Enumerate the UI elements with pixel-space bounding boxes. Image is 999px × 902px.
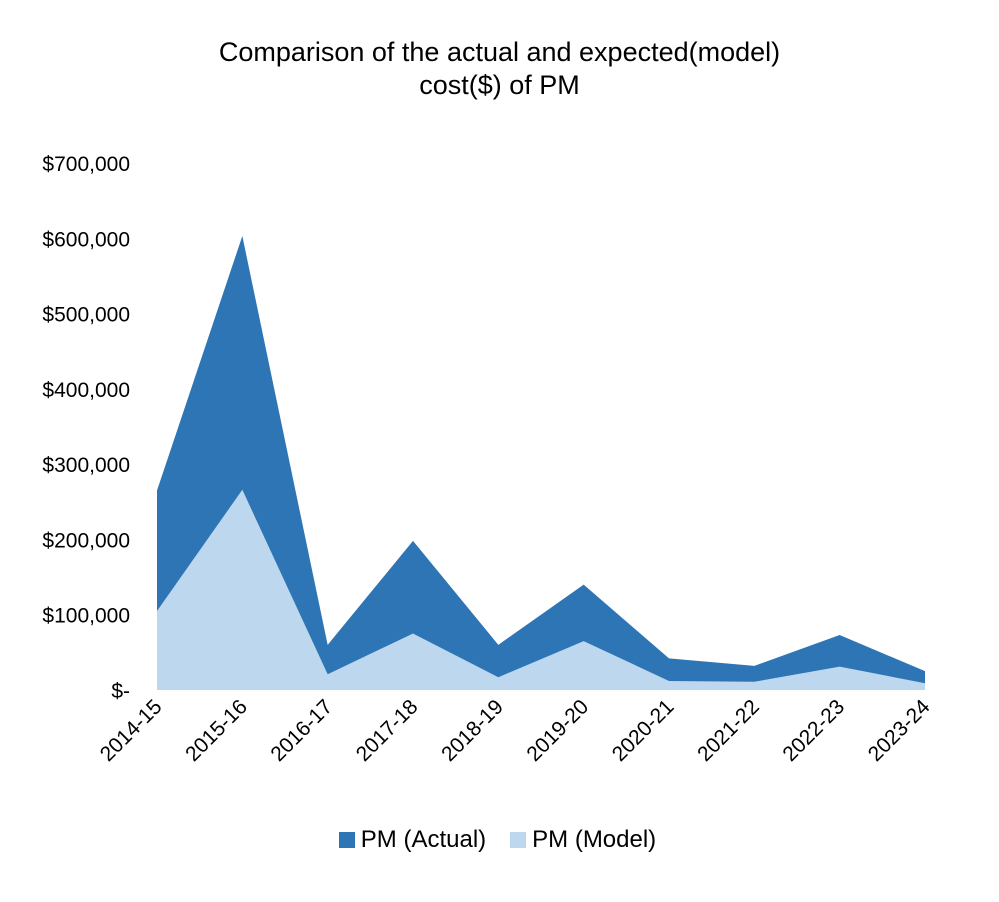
x-tick-label: 2019-20 xyxy=(522,695,593,766)
x-tick-label: 2023-24 xyxy=(864,695,935,766)
x-tick-label: 2015-16 xyxy=(181,695,252,766)
x-tick-label: 2022-23 xyxy=(778,695,849,766)
x-tick-label: 2014-15 xyxy=(96,695,167,766)
area-chart: $- $100,000 $200,000 $300,000 $400,000 $500,0… xyxy=(42,153,935,766)
legend-swatch-actual xyxy=(338,832,355,848)
y-tick-label: $200,000 xyxy=(42,529,130,552)
legend-label-model: PM (Model) xyxy=(532,826,657,853)
x-tick-label: 2021-22 xyxy=(693,695,764,766)
legend-item-actual: PM (Actual) xyxy=(338,826,487,854)
legend-swatch-model xyxy=(510,832,527,848)
y-tick-label: $300,000 xyxy=(42,454,130,477)
y-axis-ticks: $- $100,000 $200,000 $300,000 $400,000 $500,0… xyxy=(42,153,130,703)
y-tick-label: $100,000 xyxy=(42,605,130,628)
y-tick-label: $500,000 xyxy=(42,304,130,327)
chart-title-line-2: cost($) of PM xyxy=(419,70,580,100)
chart-title: Comparison of the actual and expected(mo… xyxy=(0,36,999,102)
x-tick-label: 2016-17 xyxy=(266,695,337,766)
x-tick-label: 2018-19 xyxy=(437,695,508,766)
x-axis-ticks: 2014-15 2015-16 2016-17 2017-18 2018-19 2019-… xyxy=(96,695,935,766)
chart-title-line-1: Comparison of the actual and expected(mo… xyxy=(218,37,781,67)
x-tick-label: 2017-18 xyxy=(352,695,423,766)
area-series-model xyxy=(157,489,925,690)
legend-item-model: PM (Model) xyxy=(510,826,656,854)
series-areas xyxy=(157,236,925,690)
y-tick-label: $700,000 xyxy=(42,153,130,176)
legend-label-actual: PM (Actual) xyxy=(360,826,487,853)
y-tick-label: $600,000 xyxy=(42,228,130,251)
x-tick-label: 2020-21 xyxy=(608,695,679,766)
y-tick-label: $- xyxy=(111,680,130,703)
y-tick-label: $400,000 xyxy=(42,379,130,402)
legend: PM (Actual) PM (Model) xyxy=(0,826,999,854)
